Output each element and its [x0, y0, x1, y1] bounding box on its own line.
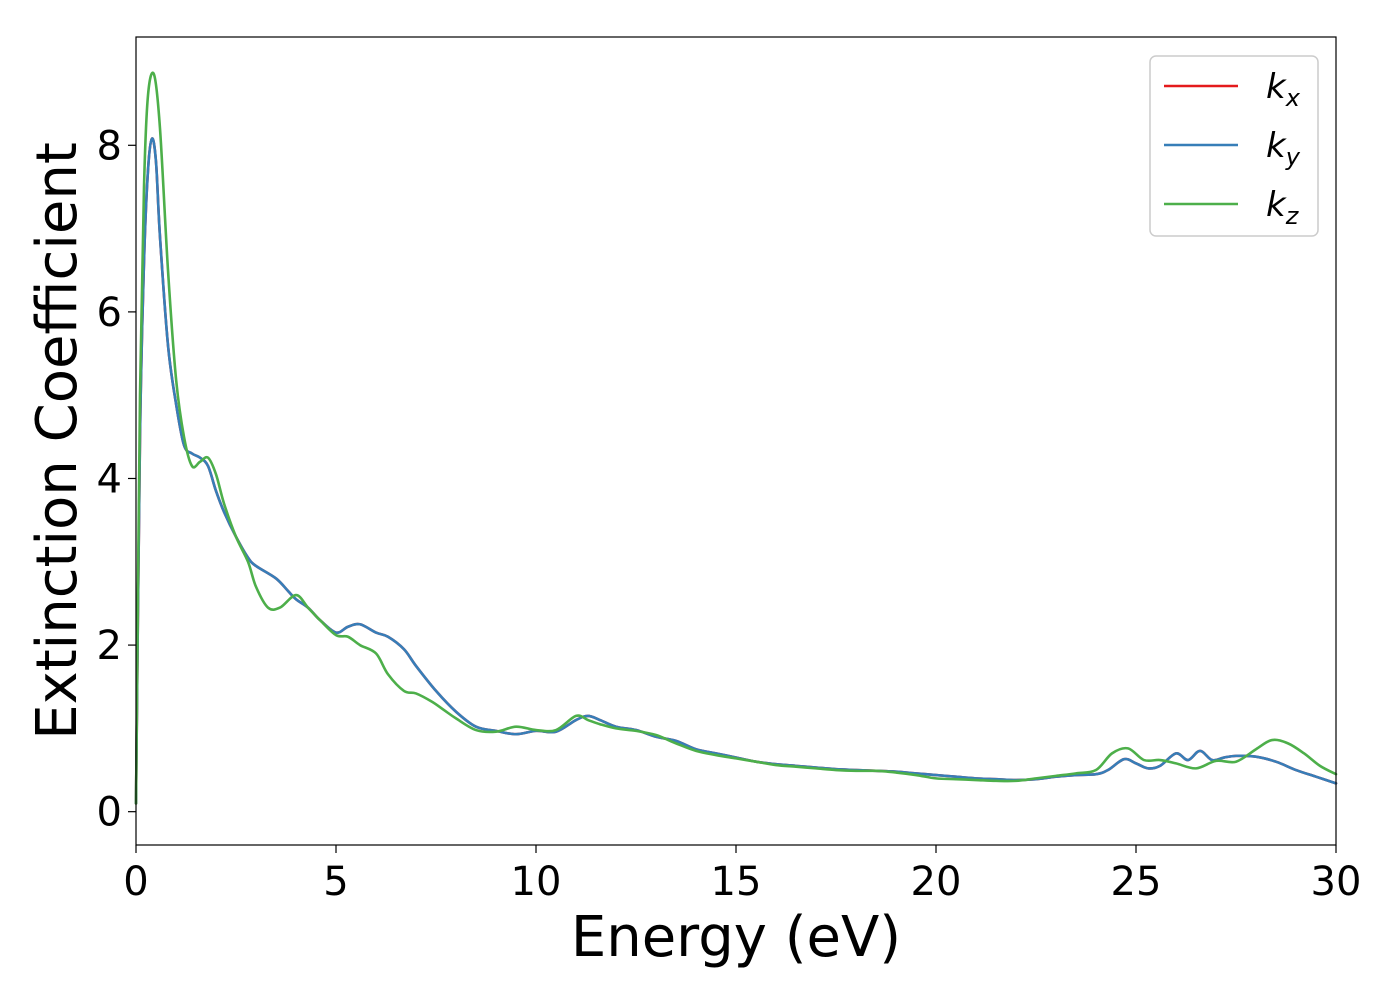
y-tick-label: 8 [97, 123, 122, 169]
legend-label-base: k [1266, 185, 1287, 225]
x-tick-label: 15 [711, 859, 762, 905]
series-line-kz [134, 71, 1338, 805]
legend-label-base: k [1266, 126, 1287, 166]
legend-label-ky: ky [1266, 126, 1301, 171]
x-tick-label: 5 [323, 859, 348, 905]
x-tick-label: 30 [1311, 859, 1362, 905]
legend-label-kz: kz [1266, 185, 1300, 230]
x-tick-label: 10 [511, 859, 562, 905]
y-tick-label: 4 [97, 456, 122, 502]
y-tick-label: 0 [97, 790, 122, 836]
y-axis-label: Extinction Coefficient [25, 142, 90, 740]
x-tick-label: 0 [123, 859, 148, 905]
legend-label-subscript: y [1285, 143, 1301, 171]
x-tick-label: 20 [911, 859, 962, 905]
x-tick-label: 25 [1111, 859, 1162, 905]
x-axis-label: Energy (eV) [571, 905, 901, 970]
plot-background [136, 37, 1336, 845]
legend-label-subscript: x [1285, 84, 1301, 112]
x-axis: 0 5 10 15 20 25 30 [123, 845, 1361, 905]
y-tick-label: 2 [97, 623, 122, 669]
series-lines [134, 71, 1338, 805]
legend-label-base: k [1266, 67, 1287, 107]
y-tick-label: 6 [97, 290, 122, 336]
legend-label-kx: kx [1266, 67, 1301, 112]
legend-label-subscript: z [1285, 202, 1300, 230]
y-axis: 0 2 4 6 8 [97, 123, 136, 836]
